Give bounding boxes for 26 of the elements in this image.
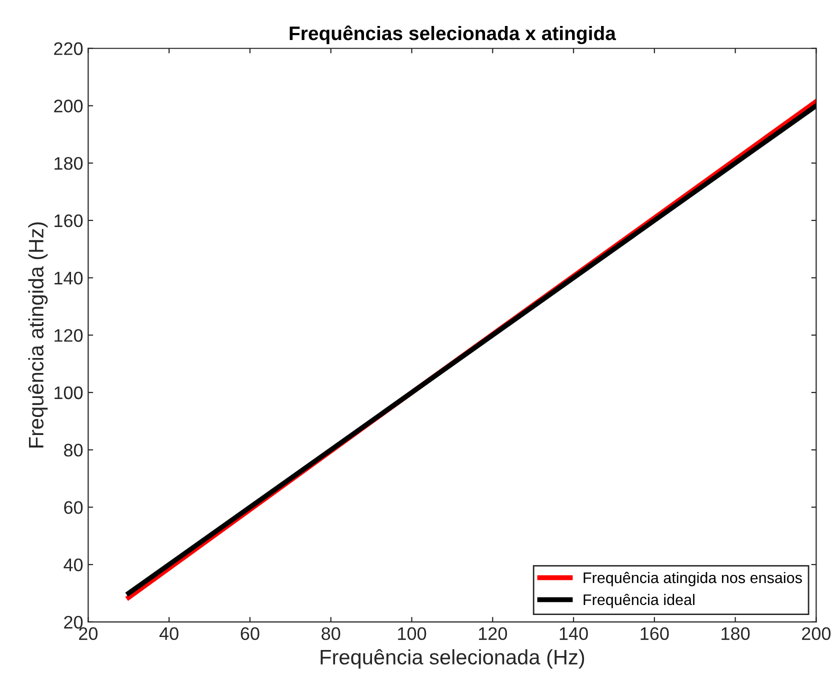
y-tick-label: 20 <box>64 616 83 629</box>
x-tick-label: 100 <box>398 627 426 640</box>
y-axis-title: Frequência atingida (Hz) <box>28 222 48 448</box>
x-tick-label: 200 <box>802 627 831 640</box>
y-tick-label: 140 <box>54 272 83 284</box>
x-tick-label: 120 <box>478 627 507 640</box>
y-tick-label: 160 <box>54 214 83 228</box>
chart-title: Frequências selecionada x atingida <box>290 26 616 44</box>
legend-label: Frequência ideal <box>584 594 694 608</box>
y-tick-label: 80 <box>64 444 83 457</box>
y-tick-label: 200 <box>54 100 83 112</box>
y-tick-label: 180 <box>54 157 83 170</box>
x-tick-label: 140 <box>560 627 588 640</box>
x-axis-title: Frequência selecionada (Hz) <box>320 649 584 669</box>
y-tick-label: 120 <box>54 329 83 342</box>
legend-label: Frequência atingida nos ensaios <box>584 572 802 586</box>
y-tick-label: 60 <box>64 501 83 514</box>
x-tick-label: 160 <box>640 627 669 640</box>
x-tick-label: 40 <box>159 627 178 640</box>
y-tick-label: 100 <box>54 386 83 400</box>
x-tick-label: 80 <box>322 627 340 640</box>
y-tick-label: 40 <box>64 558 83 572</box>
x-tick-label: 20 <box>79 627 98 640</box>
x-tick-label: 60 <box>240 627 260 640</box>
y-tick-label: 220 <box>54 42 83 56</box>
x-tick-label: 180 <box>722 627 750 640</box>
